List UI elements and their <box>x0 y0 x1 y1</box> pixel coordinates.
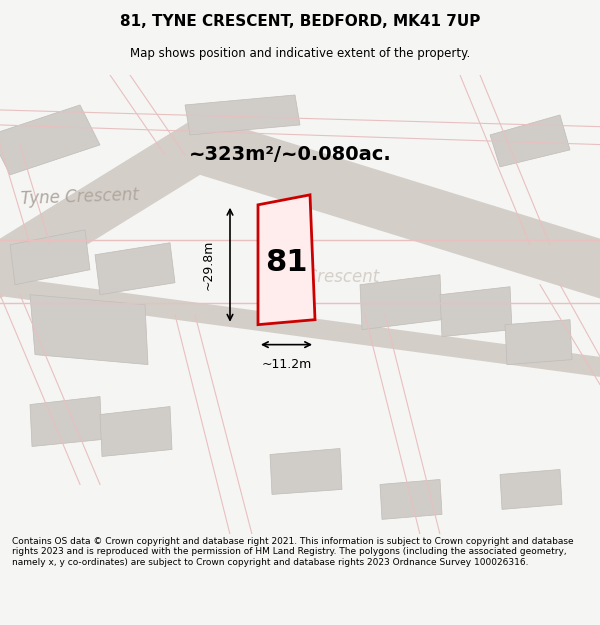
Polygon shape <box>0 105 100 175</box>
Polygon shape <box>258 195 315 324</box>
Polygon shape <box>95 242 175 295</box>
Polygon shape <box>30 295 148 364</box>
Text: 81, TYNE CRESCENT, BEDFORD, MK41 7UP: 81, TYNE CRESCENT, BEDFORD, MK41 7UP <box>120 14 480 29</box>
Text: ~29.8m: ~29.8m <box>202 239 215 290</box>
Polygon shape <box>185 95 300 135</box>
Polygon shape <box>505 319 572 364</box>
Text: ~11.2m: ~11.2m <box>262 358 311 371</box>
Polygon shape <box>500 469 562 509</box>
Polygon shape <box>0 275 600 379</box>
Text: ~323m²/~0.080ac.: ~323m²/~0.080ac. <box>188 146 391 164</box>
Polygon shape <box>100 406 172 456</box>
Text: Map shows position and indicative extent of the property.: Map shows position and indicative extent… <box>130 48 470 61</box>
Polygon shape <box>30 397 102 446</box>
Polygon shape <box>10 230 90 285</box>
Polygon shape <box>0 115 600 304</box>
Text: Tyne Crescent: Tyne Crescent <box>261 268 379 286</box>
Polygon shape <box>380 479 442 519</box>
Polygon shape <box>490 115 570 167</box>
Text: Contains OS data © Crown copyright and database right 2021. This information is : Contains OS data © Crown copyright and d… <box>12 537 574 567</box>
Polygon shape <box>440 287 512 337</box>
Polygon shape <box>270 449 342 494</box>
Text: Tyne Crescent: Tyne Crescent <box>20 186 139 208</box>
Polygon shape <box>360 275 442 329</box>
Text: 81: 81 <box>265 248 307 278</box>
